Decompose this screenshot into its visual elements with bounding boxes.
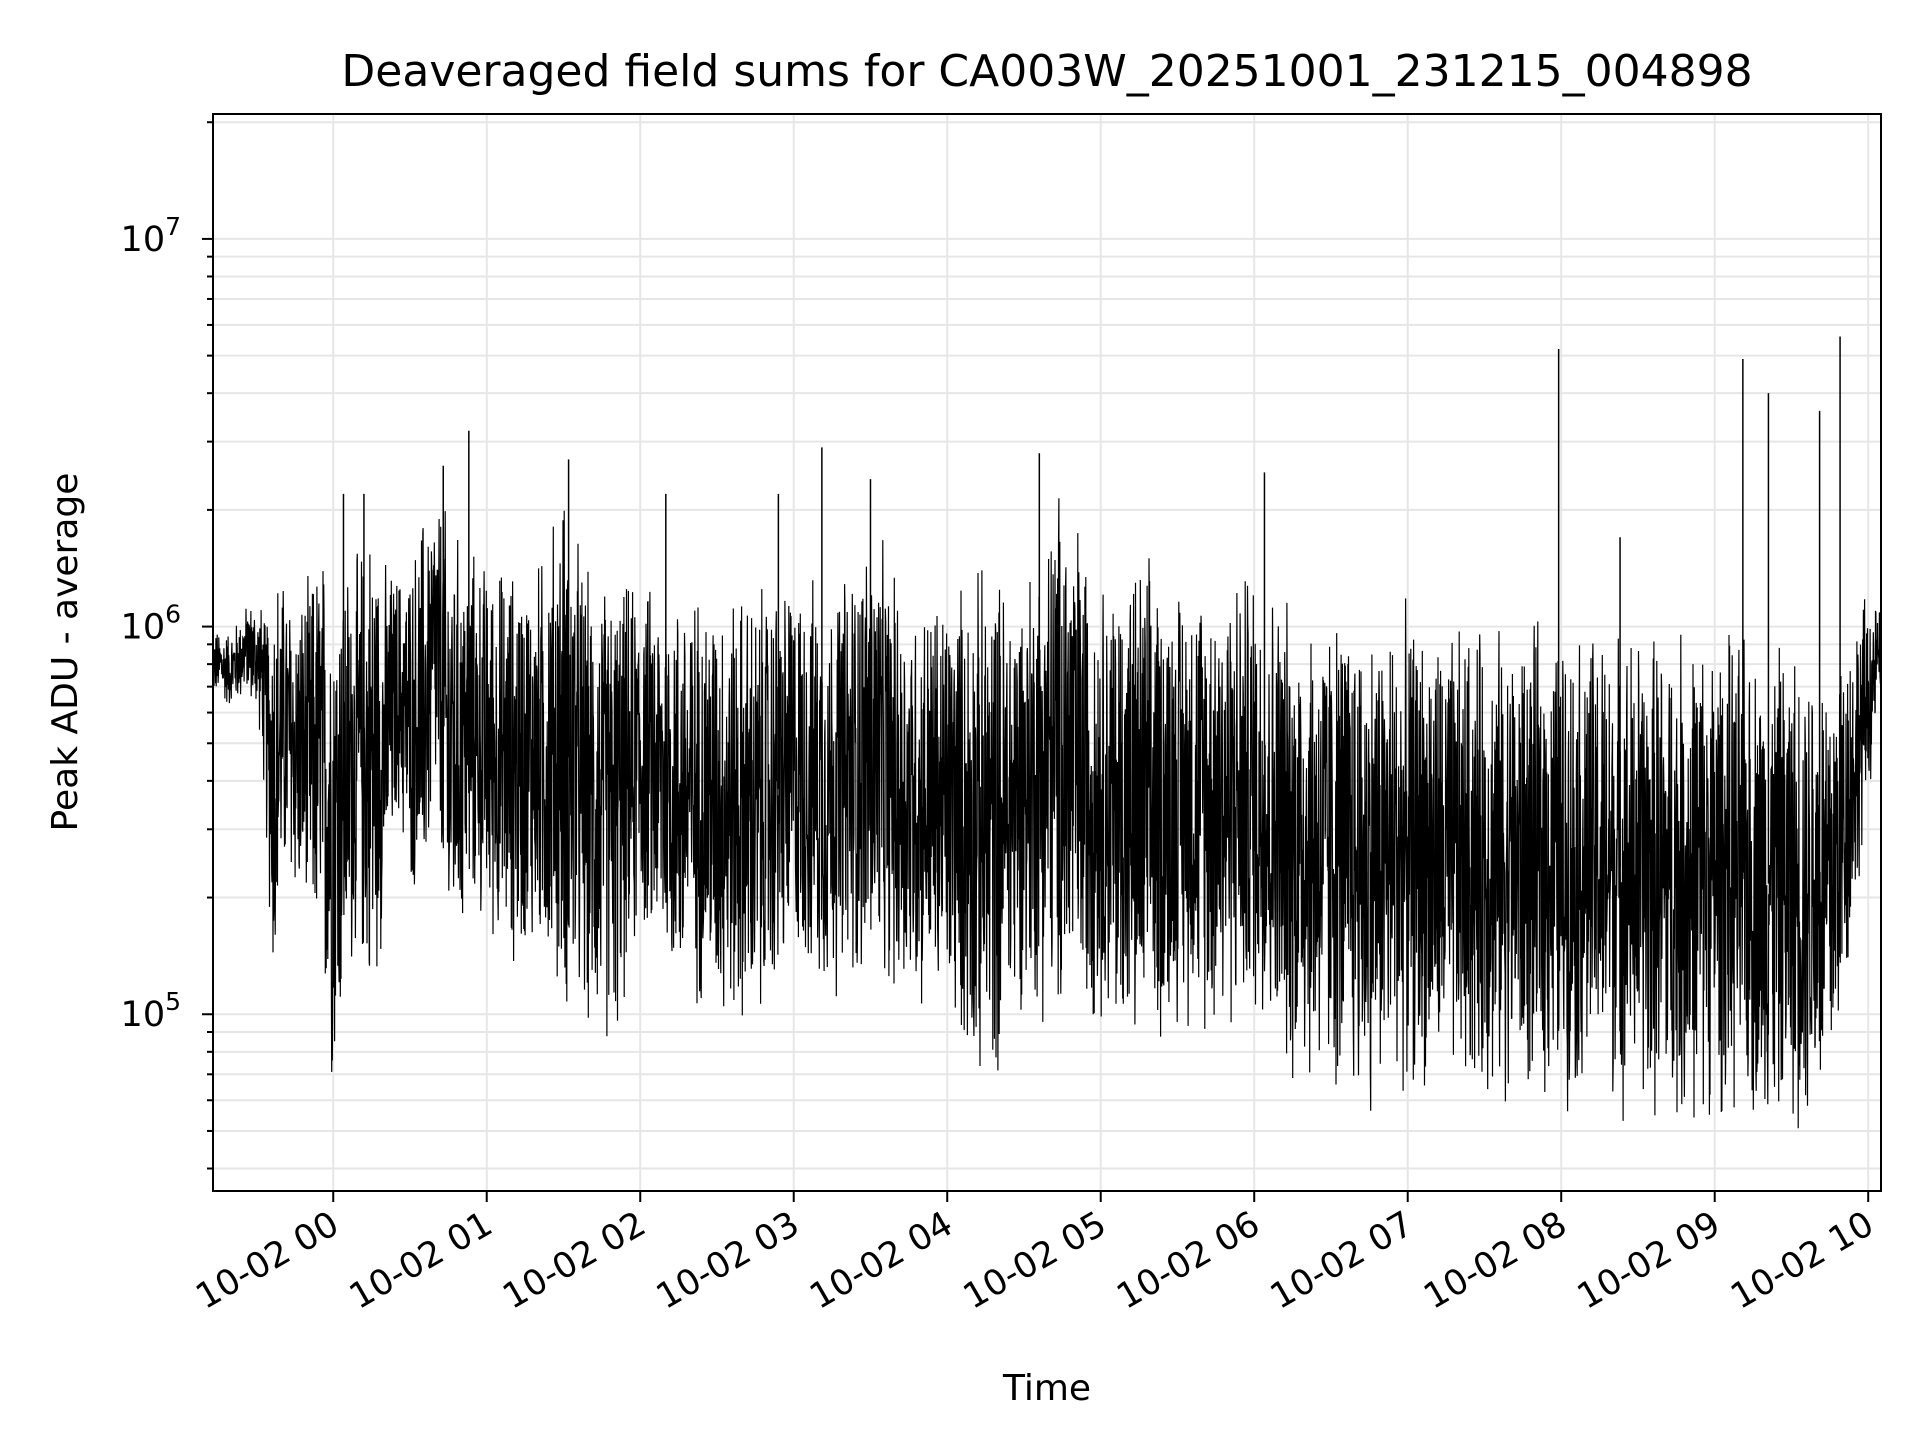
y-tick-exponent: 7 — [165, 212, 181, 241]
y-axis-label: Peak ADU - average — [45, 473, 86, 832]
x-axis-label: Time — [1002, 1368, 1091, 1409]
y-tick-exponent: 6 — [165, 600, 181, 629]
y-tick-label: 105 — [121, 987, 181, 1035]
y-tick-label: 107 — [121, 212, 181, 260]
plot-frame — [212, 113, 1882, 1192]
series-line — [213, 498, 1881, 1129]
chart-title: Deaveraged field sums for CA003W_2025100… — [341, 46, 1752, 97]
y-tick-base: 10 — [121, 995, 166, 1035]
y-tick-exponent: 5 — [165, 987, 181, 1016]
series-layer — [213, 336, 1881, 1129]
y-tick-base: 10 — [121, 608, 166, 648]
y-tick-label: 106 — [121, 600, 181, 648]
y-tick-base: 10 — [121, 220, 166, 260]
